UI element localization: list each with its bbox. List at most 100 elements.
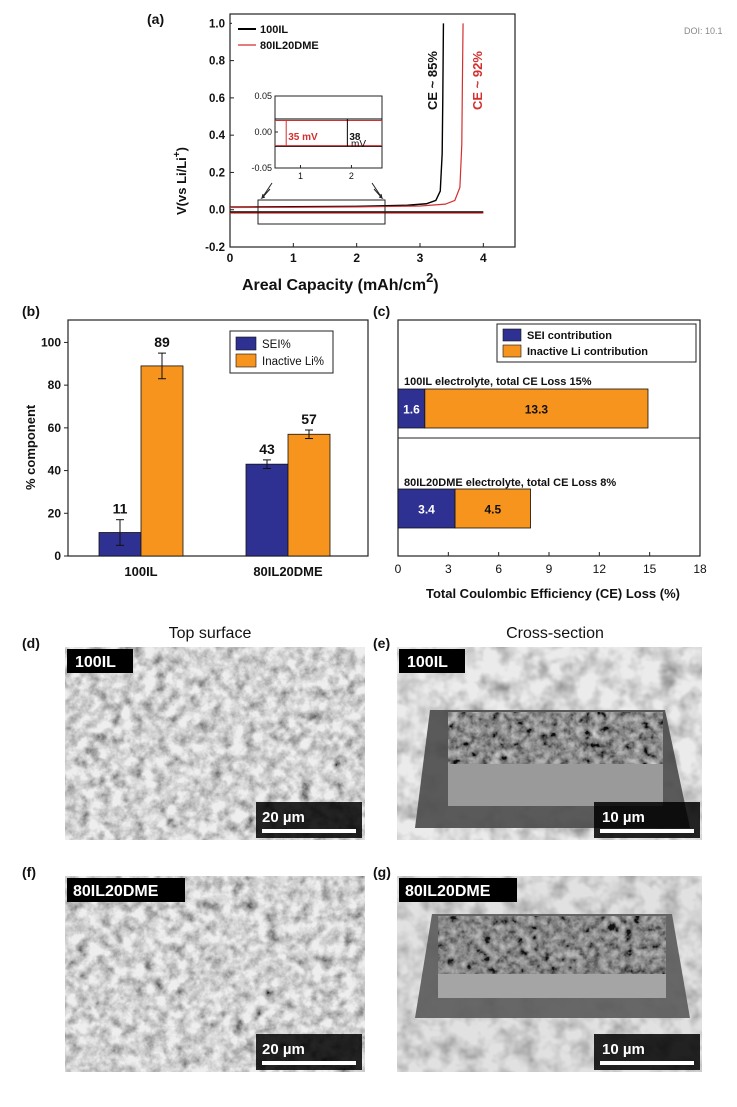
legend-swatch-sei (235, 336, 257, 351)
b-ytick-label: 20 (48, 506, 62, 520)
annotation-ce-100il: CE ~ 85% (425, 51, 440, 110)
panel-b-frame (67, 319, 369, 557)
a-xtick-label: 2 (353, 251, 360, 265)
panel-d-tag: (d) (22, 635, 40, 651)
panel-a: (a) 0 1 2 3 4 -0.2 0.0 0.2 0.4 0.6 0.8 1.0 0.05 0.00… (147, 11, 516, 294)
b-category-label: 80IL20DME (253, 564, 323, 579)
a-stripping-80IL20DME (229, 23, 464, 209)
inset-label-35mv: 35 mV (288, 132, 318, 143)
a-ytick-label: 0.4 (209, 130, 226, 142)
micrograph-g-pore-texture (438, 916, 666, 974)
panel-c: (c) 0 3 6 9 12 15 18 1.6 13.3 3.4 4.5 100IL elect… (373, 303, 707, 601)
panel-a-ylabel: V(vs Li/Li+) (172, 147, 189, 215)
panel-c-bars: 1.6 13.3 3.4 4.5 (397, 388, 649, 529)
micrograph-e-label: 100IL (407, 654, 448, 671)
panel-a-curves (229, 23, 484, 214)
panel-a-ticks: 0 1 2 3 4 -0.2 0.0 0.2 0.4 0.6 0.8 1.0 (205, 18, 487, 265)
micrograph-d-scale-bar (262, 829, 356, 833)
micrograph-e-label-bg (399, 649, 465, 673)
c-xtick-label: 3 (445, 562, 452, 576)
micrograph-g-scale-bar (600, 1061, 694, 1065)
legend-box-c (496, 323, 697, 363)
panel-c-tag: (c) (373, 303, 390, 319)
legend-swatch-inactive (235, 353, 257, 368)
b-ytick-label: 40 (48, 464, 62, 478)
a-ytick-label: 0.0 (209, 205, 225, 217)
arrow-left-icon (260, 188, 271, 200)
b-data-label: 89 (154, 334, 170, 350)
panel-c-xlabel: Total Coulombic Efficiency (CE) Loss (%) (426, 586, 680, 601)
c-xtick-label: 0 (395, 562, 402, 576)
panel-c-group-title-1: 100IL electrolyte, total CE Loss 15% (404, 376, 592, 388)
panel-b-ylabel: % component (23, 404, 38, 490)
c-xtick-label: 9 (546, 562, 553, 576)
micrograph-f-scale-bar (262, 1061, 356, 1065)
inset-ytick-label: -0.05 (251, 163, 272, 173)
c-xtick-label: 15 (643, 562, 657, 576)
legend-label-100il: 100IL (260, 24, 288, 36)
a-ytick-label: 1.0 (209, 18, 225, 30)
a-ytick-label: 0.2 (209, 167, 225, 179)
inset-xtick-label: 2 (349, 171, 354, 181)
micrograph-g-label-bg (399, 878, 517, 902)
b-data-label: 57 (301, 411, 317, 427)
c-bar-sei (397, 488, 456, 529)
annotation-ce-80il: CE ~ 92% (470, 51, 485, 110)
panel-c-group-title-2: 80IL20DME electrolyte, total CE Loss 8% (404, 477, 616, 489)
c-data-label-sei: 3.4 (418, 503, 435, 517)
panel-c-legend: SEI contribution Inactive Li contributio… (496, 323, 697, 363)
inset-frame (274, 95, 383, 169)
legend-bg (232, 16, 362, 56)
panel-a-frame (229, 13, 516, 248)
panel-f-tag: (f) (22, 864, 36, 880)
inset-chart: 0.05 0.00 -0.05 1 2 35 mV 38 (251, 91, 382, 181)
micrograph-e-scale-text: 10 µm (602, 809, 645, 826)
legend-swatch-sei-c (502, 328, 522, 342)
b-ytick-label: 100 (41, 335, 61, 349)
legend-label-inactive-c: Inactive Li contribution (527, 346, 648, 358)
micrograph-d-label-bg (67, 649, 133, 673)
col-title-top: Top surface (169, 625, 252, 642)
b-ytick-label: 80 (48, 378, 62, 392)
micrograph-f: 80IL20DME 20 µm (65, 876, 365, 1072)
b-bar-inactive (287, 433, 331, 557)
b-category-label: 100IL (124, 564, 157, 579)
micrograph-g-scale-text: 10 µm (602, 1041, 645, 1058)
panel-a-xlabel: Areal Capacity (mAh/cm2) (242, 270, 439, 294)
c-data-label-inactive: 13.3 (525, 403, 549, 417)
inset-ytick-label: 0.00 (254, 127, 272, 137)
a-xtick-label: 0 (227, 251, 234, 265)
micrograph-g: 80IL20DME 10 µm (397, 876, 702, 1072)
micrograph-g-label: 80IL20DME (405, 883, 491, 900)
micrographs: Top surface Cross-section (d) 100IL 20 µ… (22, 625, 702, 1072)
b-bar-sei (245, 463, 289, 557)
legend-label-sei: SEI% (262, 339, 291, 351)
b-bar-inactive (140, 365, 184, 557)
legend-label-sei-c: SEI contribution (527, 330, 612, 342)
col-title-cross: Cross-section (506, 625, 604, 642)
c-bar-inactive (454, 488, 531, 529)
micrograph-f-label: 80IL20DME (73, 883, 159, 900)
panel-e-tag: (e) (373, 635, 390, 651)
legend-label-inactive: Inactive Li% (262, 356, 324, 368)
panel-b-ticks: 0 20 40 60 80 100 100IL 80IL20DME (41, 335, 323, 579)
micrograph-f-scale-text: 20 µm (262, 1041, 305, 1058)
panel-c-ticks: 0 3 6 9 12 15 18 (395, 552, 707, 576)
b-data-label: 11 (113, 501, 128, 517)
panel-b-bars: 11 89 43 57 (98, 334, 331, 557)
panel-b-legend: SEI% Inactive Li% (229, 330, 334, 374)
b-data-label: 43 (259, 441, 275, 457)
a-xtick-label: 1 (290, 251, 297, 265)
micrograph-g-substrate (438, 974, 666, 998)
a-ytick-label: -0.2 (205, 242, 225, 254)
micrograph-d-scale-text: 20 µm (262, 809, 305, 826)
a-xtick-label: 3 (417, 251, 424, 265)
a-ytick-label: 0.6 (209, 93, 225, 105)
legend-label-80il: 80IL20DME (260, 40, 319, 52)
micrograph-d: 100IL 20 µm (65, 647, 365, 840)
c-bar-inactive (424, 388, 649, 429)
c-xtick-label: 18 (693, 562, 707, 576)
